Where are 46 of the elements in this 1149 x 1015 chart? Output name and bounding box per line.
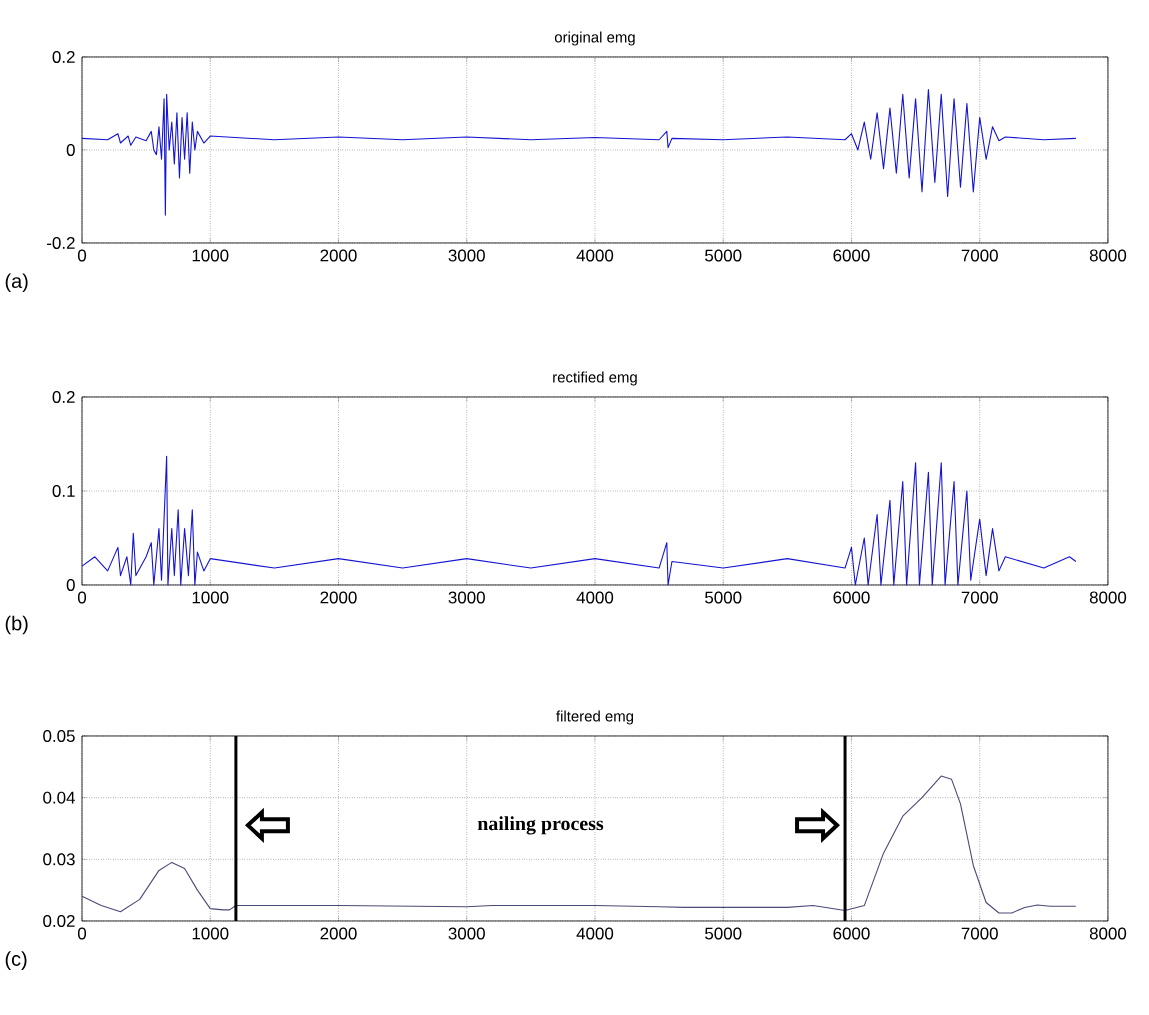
x-tick-label: 8000	[1089, 249, 1127, 262]
text: (a)	[5, 273, 28, 293]
x-tick-label: 8000	[1089, 591, 1127, 604]
x-tick-label: 6000	[833, 249, 870, 262]
text: (b)	[5, 615, 28, 635]
x-tick-label: 6000	[833, 591, 870, 604]
x-tick-label: 0	[77, 591, 87, 604]
x-tick-label: 1000	[192, 591, 229, 604]
x-tick-label: 1000	[192, 249, 229, 262]
y-tick-label: 0.1	[52, 484, 75, 497]
x-tick-label: 0	[77, 249, 87, 262]
chart-title: original emg	[554, 31, 635, 46]
y-tick-label: -0.2	[47, 236, 75, 249]
x-tick-label: 5000	[705, 927, 742, 940]
x-tick-label: 7000	[961, 927, 998, 940]
x-tick-label: 1000	[192, 927, 229, 940]
chart-title: filtered emg	[556, 710, 634, 725]
x-tick-label: 2000	[320, 249, 357, 262]
x-tick-label: 3000	[448, 249, 485, 262]
x-tick-label: 0	[77, 927, 87, 940]
x-tick-label: 4000	[576, 927, 614, 940]
x-tick-label: 8000	[1089, 927, 1127, 940]
y-tick-label: 0.03	[43, 853, 75, 866]
y-tick-label: 0	[66, 143, 75, 156]
x-tick-label: 4000	[576, 249, 614, 262]
x-tick-label: 2000	[320, 591, 357, 604]
y-tick-label: 0.02	[43, 914, 75, 927]
x-tick-label: 2000	[320, 927, 357, 940]
chart-title: rectified emg	[553, 371, 637, 386]
x-tick-label: 7000	[961, 591, 998, 604]
y-tick-label: 0.2	[52, 50, 75, 63]
x-tick-label: 4000	[576, 591, 614, 604]
x-tick-label: 3000	[448, 927, 485, 940]
x-tick-label: 6000	[833, 927, 870, 940]
y-tick-label: 0.2	[52, 390, 75, 403]
y-tick-label: 0	[66, 578, 75, 591]
y-tick-label: 0.04	[43, 791, 75, 804]
line-series	[81, 455, 1077, 586]
x-tick-label: 7000	[961, 249, 998, 262]
line-series	[81, 88, 1077, 216]
annotation: nailing process	[477, 816, 604, 835]
x-tick-label: 5000	[705, 591, 742, 604]
y-tick-label: 0.05	[43, 729, 75, 742]
x-tick-label: 5000	[705, 249, 742, 262]
x-tick-label: 3000	[448, 591, 485, 604]
text: (c)	[5, 951, 27, 970]
